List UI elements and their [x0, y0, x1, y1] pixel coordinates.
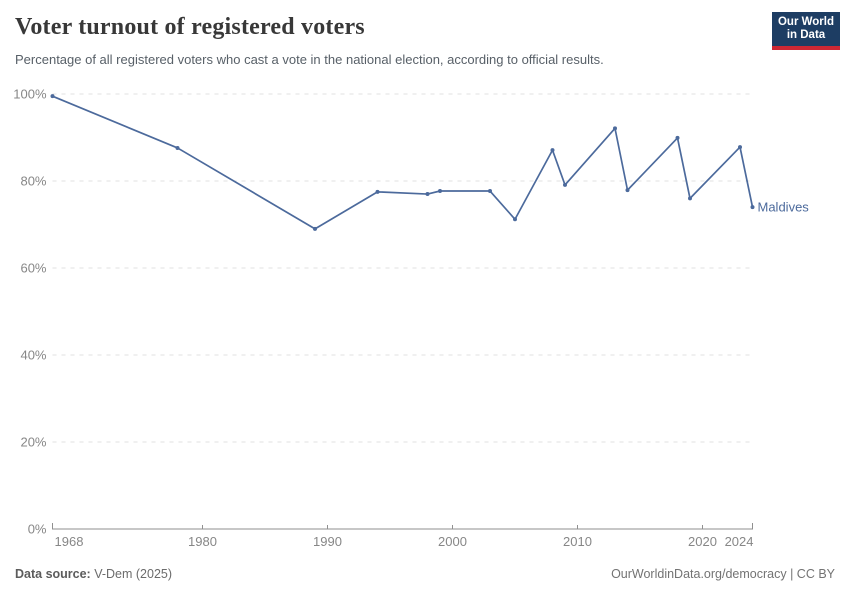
data-source-label: Data source:	[15, 567, 91, 581]
data-point[interactable]	[613, 126, 617, 131]
series-label[interactable]: Maldives	[758, 200, 810, 215]
y-tick-label: 20%	[20, 435, 46, 450]
data-point[interactable]	[750, 205, 755, 210]
chart-title: Voter turnout of registered voters	[15, 14, 365, 40]
data-point[interactable]	[313, 226, 317, 231]
x-tick-label: 1980	[188, 534, 217, 549]
x-tick-label: 1990	[313, 534, 342, 549]
y-tick-label: 80%	[20, 174, 46, 189]
chart-footer: Data source: V-Dem (2025) OurWorldinData…	[15, 567, 835, 581]
x-tick-label: 2000	[438, 534, 467, 549]
y-tick-label: 100%	[13, 87, 47, 102]
data-point[interactable]	[175, 145, 180, 150]
data-point[interactable]	[738, 145, 742, 150]
x-axis-line	[52, 523, 753, 530]
chart-subtitle: Percentage of all registered voters who …	[15, 52, 604, 67]
owid-logo-line2: in Data	[786, 29, 826, 41]
data-point[interactable]	[488, 189, 492, 194]
y-tick-label: 60%	[20, 261, 46, 276]
data-point[interactable]	[438, 189, 442, 194]
owid-logo[interactable]: Our World in Data	[772, 12, 840, 50]
y-tick-label: 0%	[28, 522, 47, 537]
data-point[interactable]	[563, 182, 567, 187]
data-point[interactable]	[513, 217, 517, 222]
x-tick-label: 2024	[725, 534, 754, 549]
x-tick-label: 1968	[55, 534, 84, 549]
data-point[interactable]	[688, 196, 692, 201]
x-tick-label: 2020	[688, 534, 717, 549]
data-source-value: V-Dem (2025)	[90, 567, 173, 581]
data-point[interactable]	[425, 192, 430, 197]
x-tick-label: 2010	[563, 534, 592, 549]
owid-credit-link[interactable]: OurWorldinData.org/democracy | CC BY	[611, 567, 835, 581]
data-point[interactable]	[625, 188, 630, 193]
series-line[interactable]	[51, 95, 754, 230]
owid-logo-line1: Our World	[777, 16, 834, 28]
y-tick-label: 40%	[20, 348, 46, 363]
data-source: Data source: V-Dem (2025)	[15, 567, 172, 581]
data-point[interactable]	[375, 189, 380, 194]
data-point[interactable]	[50, 94, 55, 99]
data-point[interactable]	[550, 148, 555, 153]
data-point[interactable]	[675, 135, 680, 140]
